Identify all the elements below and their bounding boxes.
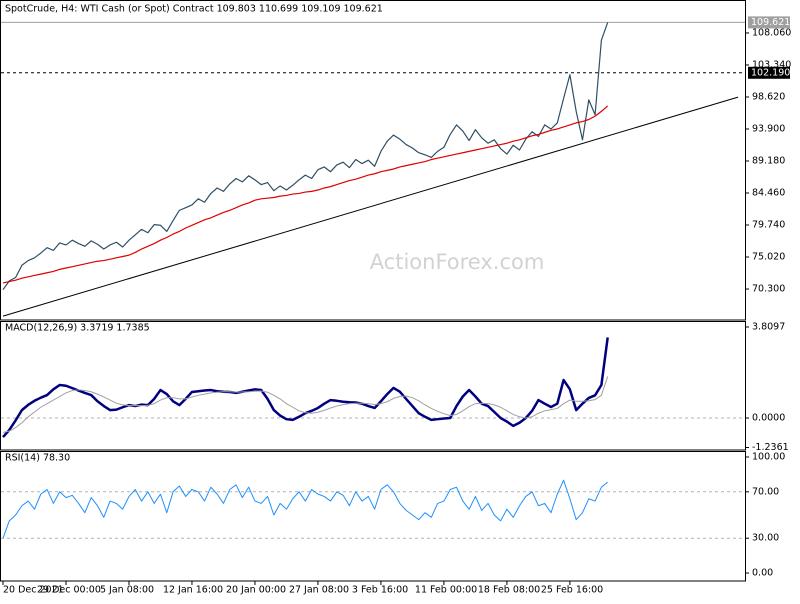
panel-frame [0,0,746,321]
panel-frame [0,321,746,451]
series-line [2,22,609,291]
x-tick-label: 20 Jan 00:00 [226,585,286,596]
series-line [2,376,609,433]
x-tick-label: 29 Dec 00:00 [37,585,101,596]
x-tick-label: 3 Feb 16:00 [352,585,408,596]
series-line [2,479,609,539]
y-tick-label: 3.8097 [752,321,785,332]
y-tick-label: 108.060 [752,27,791,38]
watermark: ActionForex.com [370,250,545,274]
y-tick-label: 93.900 [752,123,785,134]
y-tick-label: 98.620 [752,91,785,102]
x-tick-label: 25 Feb 16:00 [541,585,603,596]
price-badge [748,16,790,29]
y-tick-label: 70.00 [752,486,779,497]
panel-frame [0,451,746,582]
series-line [2,337,609,438]
y-tick-label: 79.740 [752,220,785,231]
trendline [2,96,739,317]
y-tick-label: 0.0000 [752,412,785,423]
y-tick-label: 84.460 [752,188,785,199]
y-tick-label: 75.020 [752,252,785,263]
x-tick-label: 5 Jan 08:00 [100,585,154,596]
y-tick-label: 100.00 [752,451,785,462]
x-tick-label: 11 Feb 00:00 [415,585,477,596]
y-tick-label: 70.300 [752,284,785,295]
panel-title: MACD(12,26,9) 3.3719 1.7385 [5,323,150,334]
x-tick-label: 27 Jan 08:00 [289,585,349,596]
price-badge [748,66,790,79]
panel-title: SpotCrude, H4: WTI Cash (or Spot) Contra… [5,4,383,15]
price-badge-label: 109.621 [751,17,790,28]
x-tick-label: 18 Feb 08:00 [478,585,540,596]
y-tick-label: -1.2361 [752,442,789,453]
y-tick-label: 103.340 [752,59,791,70]
x-tick-label: 12 Jan 16:00 [163,585,223,596]
panel-title: RSI(14) 78.30 [5,453,70,464]
y-tick-label: 89.180 [752,156,785,167]
series-line [2,105,609,284]
price-badge-label: 102.190 [751,67,790,78]
x-tick-label: 20 Dec 2021 [3,585,64,596]
y-tick-label: 0.00 [752,568,773,579]
y-tick-label: 30.00 [752,533,779,544]
